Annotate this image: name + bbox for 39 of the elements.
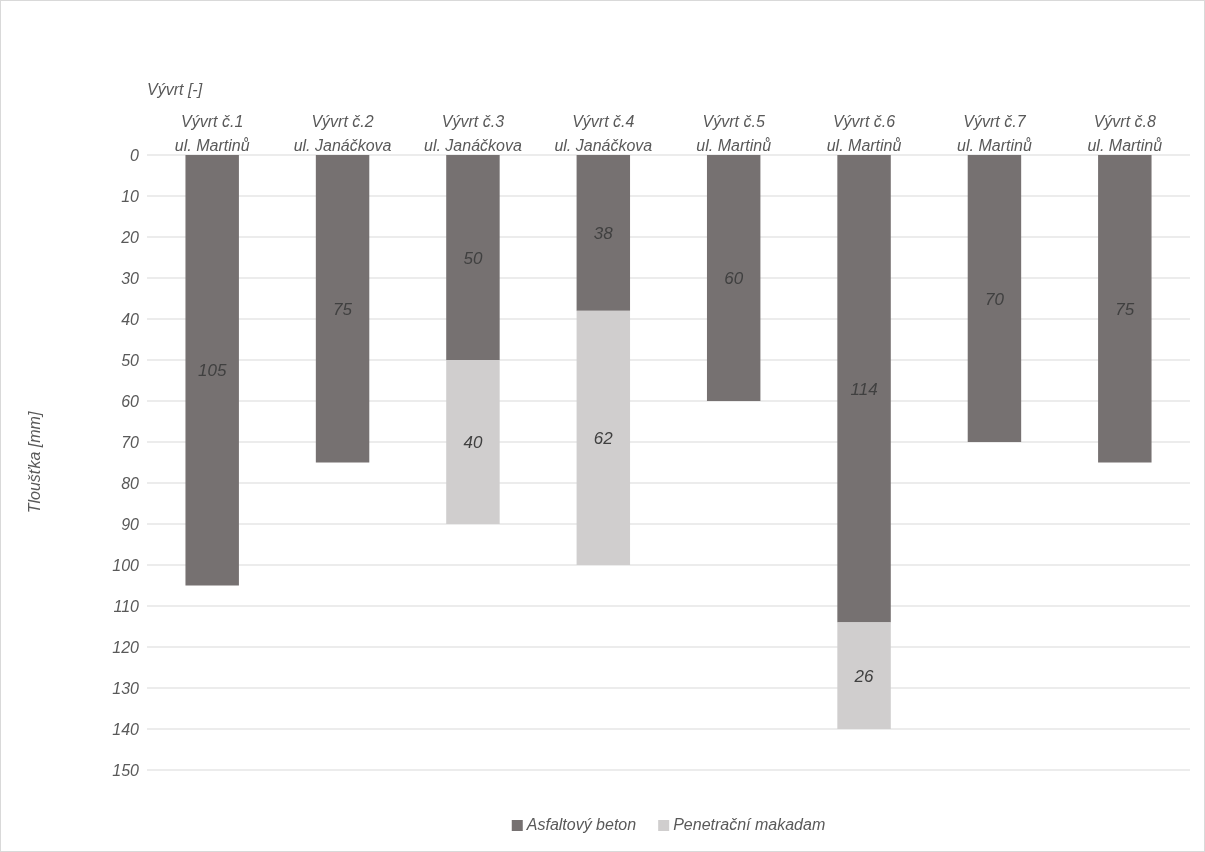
y-tick-label: 30	[121, 269, 140, 287]
y-tick-label: 40	[121, 310, 140, 328]
y-tick-label: 60	[121, 392, 140, 410]
y-tick-label: 10	[121, 187, 140, 205]
y-tick-label: 150	[112, 761, 140, 779]
x-tick-label: Vývrt č.6 ul. Martinů	[826, 113, 902, 154]
bar	[967, 155, 1022, 442]
legend-label: Penetrační makadam	[673, 816, 826, 833]
bar	[446, 155, 500, 360]
bar	[706, 155, 761, 401]
bar	[315, 155, 370, 463]
y-tick-label: 100	[112, 556, 140, 574]
y-tick-label: 90	[121, 515, 140, 533]
data-label: 62	[593, 428, 614, 448]
y-tick-label: 110	[113, 597, 140, 615]
bar	[576, 155, 631, 311]
y-tick-label: 70	[121, 433, 140, 451]
bar	[1098, 155, 1152, 463]
x-axis-title: Vývrt [-]	[147, 81, 203, 98]
x-tick-label: Vývrt č.3 ul. Janáčkova	[424, 113, 522, 154]
x-tick-label: Vývrt č.4 ul. Janáčkova	[554, 113, 653, 154]
legend-label: Asfaltový beton	[525, 816, 637, 833]
data-label: 40	[463, 433, 483, 452]
y-tick-label: 0	[130, 146, 140, 164]
data-label: 26	[853, 666, 875, 686]
bar	[185, 155, 239, 586]
x-tick-label: Vývrt č.1 ul. Martinů	[174, 113, 250, 154]
y-axis-title: Tloušťka [mm]	[26, 411, 43, 514]
y-tick-label: 20	[120, 228, 140, 246]
y-tick-label: 80	[121, 474, 140, 492]
y-tick-label: 130	[112, 679, 140, 697]
y-tick-label: 50	[121, 351, 140, 369]
x-tick-label: Vývrt č.5 ul. Martinů	[696, 113, 772, 154]
y-tick-label: 120	[112, 638, 140, 656]
x-tick-label: Vývrt č.2 ul. Janáčkova	[293, 113, 392, 154]
x-tick-label: Vývrt č.8 ul. Martinů	[1087, 113, 1163, 154]
x-tick-label: Vývrt č.7 ul. Martinů	[957, 113, 1032, 154]
bar	[837, 155, 891, 623]
y-tick-label: 140	[112, 720, 140, 738]
